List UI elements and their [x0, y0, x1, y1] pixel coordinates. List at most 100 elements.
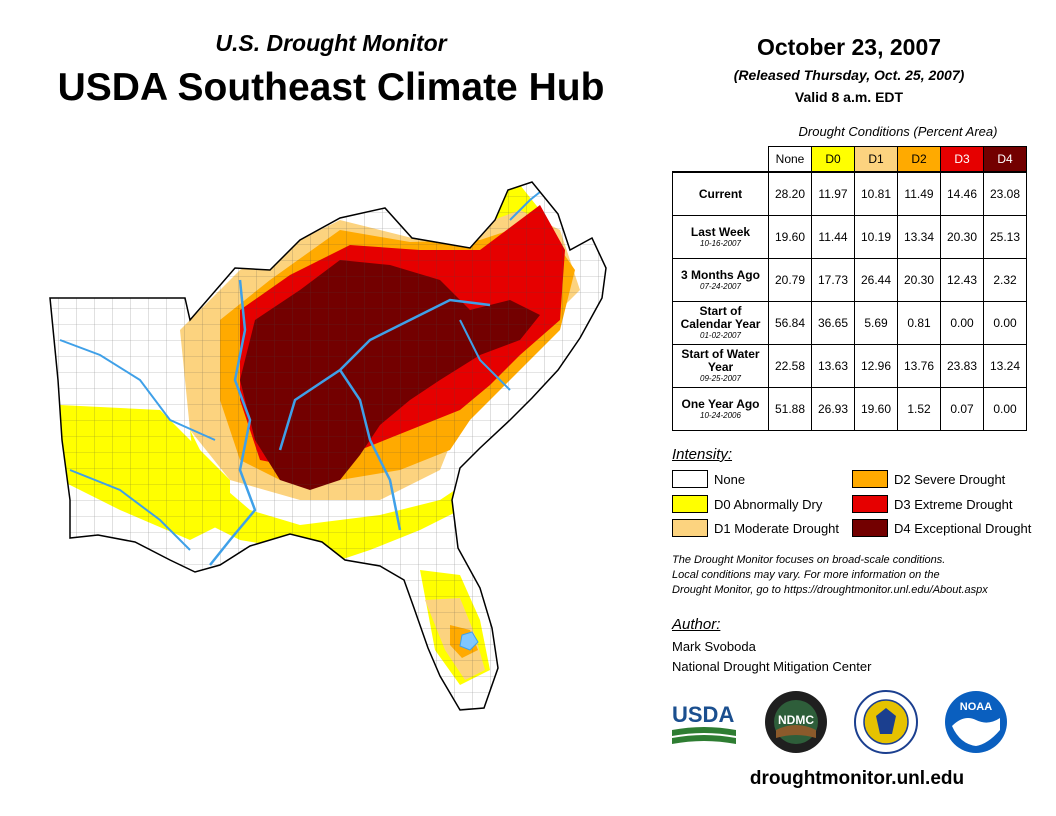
row-label: Current: [672, 171, 769, 216]
note-line: Drought Monitor, go to https://droughtmo…: [672, 584, 988, 596]
table-cell: 20.79: [768, 258, 812, 302]
noaa-logo-text: NOAA: [960, 701, 992, 713]
ndmc-logo: NDMC: [765, 691, 827, 753]
author-block: Mark Svoboda National Drought Mitigation…: [672, 637, 871, 677]
legend-item-d4: D4 Exceptional Drought: [852, 519, 1031, 537]
alabama-river: [338, 369, 402, 531]
row-label: One Year Ago 10-24-2006: [672, 387, 769, 431]
table-header-row: None D0 D1 D2 D3 D4: [673, 146, 1027, 173]
header-d1: D1: [854, 146, 898, 173]
row-date: 09-25-2007: [700, 374, 741, 383]
ndmc-land: [776, 725, 816, 738]
header-d0: D0: [811, 146, 855, 173]
table-cell: 5.69: [854, 301, 898, 345]
legend-label: D3 Extreme Drought: [894, 496, 1013, 512]
legend-swatch: [672, 470, 708, 488]
note-line: The Drought Monitor focuses on broad-sca…: [672, 554, 946, 566]
table-cell: 13.76: [897, 344, 941, 388]
table-cell: 13.63: [811, 344, 855, 388]
row-label-text: Start of Calendar Year: [680, 304, 761, 331]
table-cell: 51.88: [768, 387, 812, 431]
table-cell: 1.52: [897, 387, 941, 431]
usda-stripe: [672, 735, 736, 744]
table-row: 3 Months Ago 07-24-2007 20.79 17.73 26.44…: [672, 258, 1027, 302]
table-cell: 10.81: [854, 171, 898, 216]
legend-swatch: [852, 495, 888, 513]
noaa-wave: [952, 718, 1000, 746]
table-cell: 20.30: [940, 215, 984, 259]
savannah-river: [459, 319, 511, 391]
legend-label: D4 Exceptional Drought: [894, 520, 1032, 536]
legend-label: D0 Abnormally Dry: [714, 496, 823, 512]
legend-label: None: [714, 471, 746, 487]
ndmc-logo-text: NDMC: [778, 713, 814, 727]
table-cell: 14.46: [940, 171, 984, 216]
legend-item-d0: D0 Abnormally Dry: [672, 495, 822, 513]
table-cell: 26.93: [811, 387, 855, 431]
table-cell: 23.83: [940, 344, 984, 388]
legend-swatch: [852, 470, 888, 488]
table-cell: 13.34: [897, 215, 941, 259]
mississippi-river: [209, 279, 257, 566]
map-title: USDA Southeast Climate Hub: [57, 66, 605, 109]
row-label-text: 3 Months Ago: [681, 267, 760, 282]
legend-item-d3: D3 Extreme Drought: [852, 495, 1013, 513]
row-date: 01-02-2007: [700, 331, 741, 340]
table-cell: 0.81: [897, 301, 941, 345]
table-row: Last Week 10-16-2007 19.60 11.44 10.19 13…: [672, 215, 1027, 259]
header-d4: D4: [983, 146, 1027, 173]
table-cell: 0.07: [940, 387, 984, 431]
table-cell: 22.58: [768, 344, 812, 388]
legend-label: D1 Moderate Drought: [714, 520, 840, 536]
table-cell: 11.44: [811, 215, 855, 259]
arkansas-river: [59, 339, 216, 441]
table-cell: 19.60: [854, 387, 898, 431]
author-org: National Drought Mitigation Center: [672, 659, 872, 674]
author-title: Author:: [672, 616, 721, 633]
legend-title: Intensity:: [672, 446, 733, 463]
row-label-text: Current: [698, 186, 743, 201]
lake-okeechobee: [459, 631, 479, 651]
row-date: 07-24-2007: [700, 281, 741, 291]
table-cell: 0.00: [983, 387, 1027, 431]
legend-item-d1: D1 Moderate Drought: [672, 519, 839, 537]
table-cell: 11.49: [897, 171, 941, 216]
seal-eagle-icon: [876, 708, 896, 734]
legend-label: D2 Severe Drought: [894, 471, 1006, 487]
legend-item-d2: D2 Severe Drought: [852, 470, 1005, 488]
conditions-title: Drought Conditions (Percent Area): [798, 124, 998, 139]
valid-time: Valid 8 a.m. EDT: [794, 89, 904, 105]
county-lines: [50, 182, 606, 710]
row-date: 10-24-2006: [700, 410, 741, 420]
map-subtitle: U.S. Drought Monitor: [215, 30, 447, 56]
header-blank: [673, 147, 769, 173]
website-url: droughtmonitor.unl.edu: [749, 768, 965, 789]
row-label: Start of Water Year 09-25-2007: [672, 344, 769, 388]
row-label-text: Start of Water Year: [681, 347, 760, 374]
table-row: Current 28.20 11.97 10.81 11.49 14.46 23…: [672, 171, 1027, 216]
drought-map: [49, 181, 607, 711]
row-date: 10-16-2007: [700, 238, 741, 248]
disclaimer-note: The Drought Monitor focuses on broad-sca…: [672, 553, 1042, 598]
row-label: 3 Months Ago 07-24-2007: [672, 258, 769, 302]
table-cell: 56.84: [768, 301, 812, 345]
table-row: Start of Calendar Year 01-02-2007 56.84 3…: [672, 301, 1027, 345]
doc-seal-logo: [854, 690, 918, 754]
red-river: [69, 469, 191, 551]
table-cell: 12.96: [854, 344, 898, 388]
table-cell: 2.32: [983, 258, 1027, 302]
tennessee-river: [278, 298, 491, 451]
row-label: Start of Calendar Year 01-02-2007: [672, 301, 769, 345]
usda-stripe: [672, 727, 736, 736]
table-row: One Year Ago 10-24-2006 51.88 26.93 19.60…: [672, 387, 1027, 431]
header-none: None: [768, 146, 812, 173]
table-cell: 10.19: [854, 215, 898, 259]
row-label-text: One Year Ago: [681, 396, 760, 411]
legend-swatch: [672, 519, 708, 537]
author-name: Mark Svoboda: [672, 639, 756, 654]
table-cell: 13.24: [983, 344, 1027, 388]
region-outline: [49, 181, 607, 711]
table-cell: 26.44: [854, 258, 898, 302]
table-cell: 0.00: [940, 301, 984, 345]
table-cell: 17.73: [811, 258, 855, 302]
